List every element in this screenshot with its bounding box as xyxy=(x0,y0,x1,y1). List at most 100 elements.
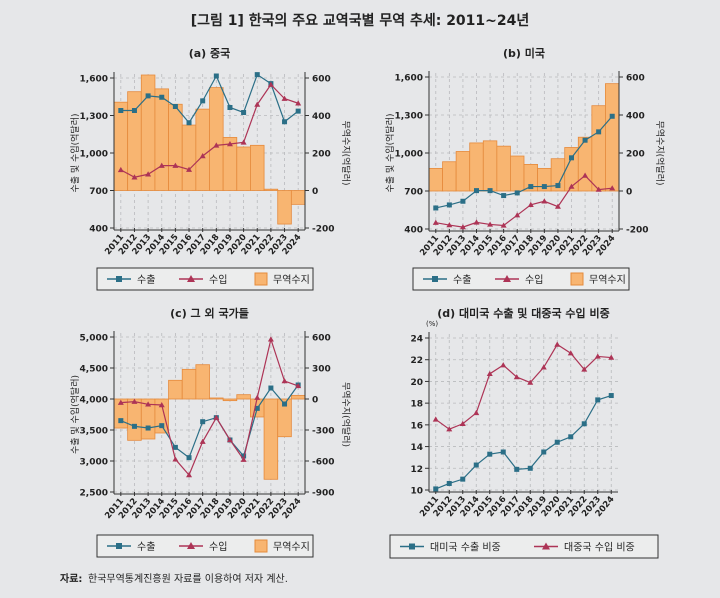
point-2021 xyxy=(568,434,574,440)
point-2014 xyxy=(473,409,480,416)
point-2022 xyxy=(268,385,274,391)
legend-label: 대중국 수입 비중 xyxy=(564,541,635,554)
y-tick-label: 18 xyxy=(410,400,423,410)
y2-axis-title: 무역수지(억달러) xyxy=(654,121,666,186)
point-2017 xyxy=(514,466,520,472)
point-2019 xyxy=(540,364,547,370)
y-tick-label: 16 xyxy=(410,421,423,431)
y2-tick-label: 0 xyxy=(312,396,318,406)
bar-balance-2011 xyxy=(428,167,443,192)
point-2019 xyxy=(541,198,548,204)
legend: 수출 수입 무역수지 xyxy=(412,267,630,291)
point-2011 xyxy=(117,166,124,173)
y2-tick-label: 600 xyxy=(312,75,331,85)
point-2020 xyxy=(554,439,560,445)
point-2011 xyxy=(117,399,124,405)
point-2016 xyxy=(500,222,507,228)
point-2014 xyxy=(158,402,165,408)
legend-box xyxy=(389,534,659,559)
point-2020 xyxy=(240,139,247,145)
point-2022 xyxy=(581,421,587,427)
point-2021 xyxy=(254,405,260,411)
bar-balance-2023 xyxy=(591,105,606,192)
line-import xyxy=(120,83,299,178)
legend-marker-square xyxy=(432,276,438,282)
legend-item: 대중국 수입 비중 xyxy=(534,541,635,554)
point-2023 xyxy=(282,401,288,407)
legend-item: 수출 xyxy=(423,274,471,286)
legend-marker-square xyxy=(116,543,122,549)
point-2022 xyxy=(582,137,588,143)
y-tick-label: 5,000 xyxy=(80,334,108,344)
y-tick-label: 24 xyxy=(410,335,423,345)
legend-item: 수입 xyxy=(179,273,227,286)
legend-marker-triangle xyxy=(503,275,511,282)
point-2024 xyxy=(608,354,615,360)
point-2019 xyxy=(226,141,233,147)
point-2012 xyxy=(446,426,453,432)
point-2019 xyxy=(227,105,233,110)
point-2012 xyxy=(446,480,452,486)
bar-balance-2016 xyxy=(496,145,511,192)
point-2021 xyxy=(568,183,575,189)
point-2012 xyxy=(131,174,138,180)
y-tick-label: 12 xyxy=(410,465,423,475)
bar-balance-2024 xyxy=(290,190,306,205)
line-import xyxy=(120,337,299,477)
y-tick-label: 1,300 xyxy=(80,112,108,122)
y-tick-label: 10 xyxy=(410,487,423,497)
point-2020 xyxy=(240,456,247,462)
point-2017 xyxy=(200,419,206,425)
legend-swatch-bar xyxy=(570,272,584,286)
y-tick-label: 22 xyxy=(410,356,423,366)
point-2022 xyxy=(581,366,588,372)
y-axis-title: 수출 및 수입(억달러) xyxy=(384,114,396,193)
y2-tick-label: 0 xyxy=(312,187,318,197)
point-2014 xyxy=(159,423,165,429)
y-axis-title: 수출 및 수입(억달러) xyxy=(69,114,81,193)
point-2014 xyxy=(473,219,480,225)
point-2023 xyxy=(595,186,602,192)
y2-tick-label: 0 xyxy=(626,188,632,198)
legend-swatch-bar xyxy=(254,272,268,286)
point-2024 xyxy=(608,393,614,399)
legend-item: 무역수지 xyxy=(254,539,310,553)
point-2018 xyxy=(213,414,220,420)
bar-balance-2014 xyxy=(154,398,169,434)
legend-label: 수입 xyxy=(525,273,543,286)
y2-axis-title: 무역수지(억달러) xyxy=(340,121,352,186)
point-2021 xyxy=(254,72,260,78)
legend-marker-square xyxy=(409,543,415,550)
point-2018 xyxy=(527,465,533,471)
legend: 수출 수입 무역수지 xyxy=(96,534,314,558)
point-2023 xyxy=(281,378,288,384)
point-2013 xyxy=(145,401,152,407)
point-2016 xyxy=(186,166,193,172)
legend-label: 무역수지 xyxy=(273,541,310,553)
chart-panel-c: (c) 그 외 국가들 2,500 3,000 3,500 4,000 4,500 5,00… xyxy=(69,306,352,558)
panels: (a) 중국4007001,0001,3001,6002011201220132… xyxy=(69,46,666,559)
point-2023 xyxy=(282,119,288,125)
point-2023 xyxy=(594,353,601,359)
legend-label: 수입 xyxy=(209,540,227,553)
y-tick-label: 700 xyxy=(404,188,423,198)
point-2016 xyxy=(500,362,507,368)
legend-label: 수입 xyxy=(209,273,227,286)
legend-item: 수입 xyxy=(179,540,227,553)
y2-tick-label: 200 xyxy=(312,150,331,160)
chart-panel-d: (d) 대미국 수출 및 대중국 수입 비중101214161820222420… xyxy=(389,306,659,559)
point-2011 xyxy=(432,416,439,422)
point-2020 xyxy=(241,110,247,115)
point-2015 xyxy=(172,444,178,450)
chart-title: (b) 미국 xyxy=(503,46,545,60)
bar-balance-2018 xyxy=(209,397,224,400)
bar-balance-2016 xyxy=(181,124,197,191)
bar-balance-2011 xyxy=(113,101,129,191)
y-tick-label: 1,300 xyxy=(395,112,423,122)
legend-swatch-bar xyxy=(254,539,268,553)
point-2021 xyxy=(567,350,574,356)
chart-title: (c) 그 외 국가들 xyxy=(170,306,249,320)
point-2018 xyxy=(528,184,534,190)
y2-tick-label: -200 xyxy=(312,225,335,235)
point-2016 xyxy=(186,472,193,478)
